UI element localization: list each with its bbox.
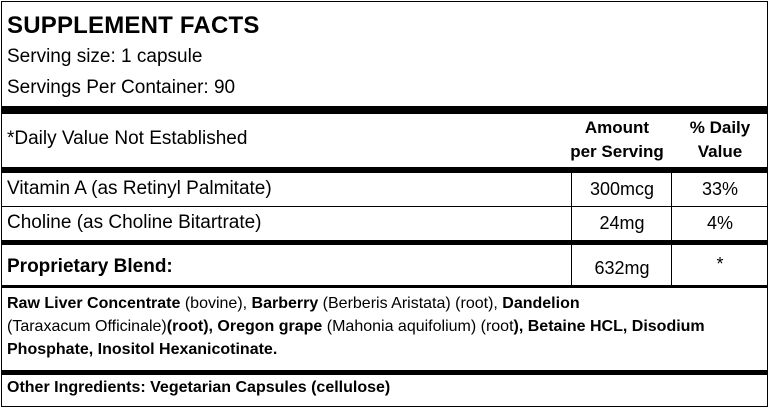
column-divider [671, 207, 672, 240]
thick-divider [2, 106, 767, 114]
ingredient-segment: ), Betaine HCL, Disodium Phosphate, Inos… [7, 318, 705, 358]
header-divider [2, 167, 767, 173]
proprietary-blend-label: Proprietary Blend: [7, 256, 173, 277]
column-divider [671, 172, 672, 206]
proprietary-blend-daily-value: * [716, 254, 724, 274]
nutrient-daily-value: 4% [706, 213, 733, 233]
blend-ingredients: Raw Liver Concentrate (bovine), Barberry… [7, 292, 762, 361]
amount-per-serving-header: Amount per Serving [562, 116, 672, 164]
ingredients-divider [2, 285, 767, 288]
nutrient-amount: 300mcg [589, 179, 655, 199]
daily-value-note: *Daily Value Not Established [7, 128, 248, 149]
serving-size: Serving size: 1 capsule [7, 46, 203, 67]
ingredient-segment: (Berberis Aristata) (root), [318, 295, 503, 312]
servings-per-container: Servings Per Container: 90 [7, 77, 236, 98]
amount-header-line1: Amount [584, 118, 650, 137]
other-ingredients-divider [2, 370, 767, 375]
dv-header-line2: Value [697, 142, 743, 161]
ingredient-segment: Dandelion [502, 295, 580, 312]
row-divider [2, 206, 767, 207]
nutrient-daily-value: 33% [701, 179, 739, 199]
dv-header-line1: % Daily [689, 118, 751, 137]
proprietary-blend-amount: 632mg [594, 258, 650, 278]
panel-title: SUPPLEMENT FACTS [7, 12, 260, 39]
ingredient-segment: Raw Liver Concentrate [7, 295, 181, 312]
amount-header-line2: per Serving [570, 142, 664, 161]
column-divider [571, 207, 572, 240]
ingredient-segment: (bovine), [180, 295, 252, 312]
ingredient-segment: (Taraxacum Officinale) [7, 318, 167, 335]
nutrient-name: Vitamin A (as Retinyl Palmitate) [7, 178, 272, 199]
column-divider [571, 245, 572, 285]
column-divider [671, 245, 672, 285]
ingredient-segment: (root), Oregon grape [166, 318, 323, 335]
nutrient-amount: 24mg [599, 213, 645, 233]
column-divider [571, 172, 572, 206]
ingredient-segment: (Mahonia aquifolium) (root [322, 318, 514, 335]
nutrient-name: Choline (as Choline Bitartrate) [7, 212, 262, 233]
blend-divider [2, 240, 767, 245]
other-ingredients: Other Ingredients: Vegetarian Capsules (… [7, 379, 391, 396]
daily-value-header: % Daily Value [672, 116, 768, 164]
ingredient-segment: Barberry [251, 295, 319, 312]
